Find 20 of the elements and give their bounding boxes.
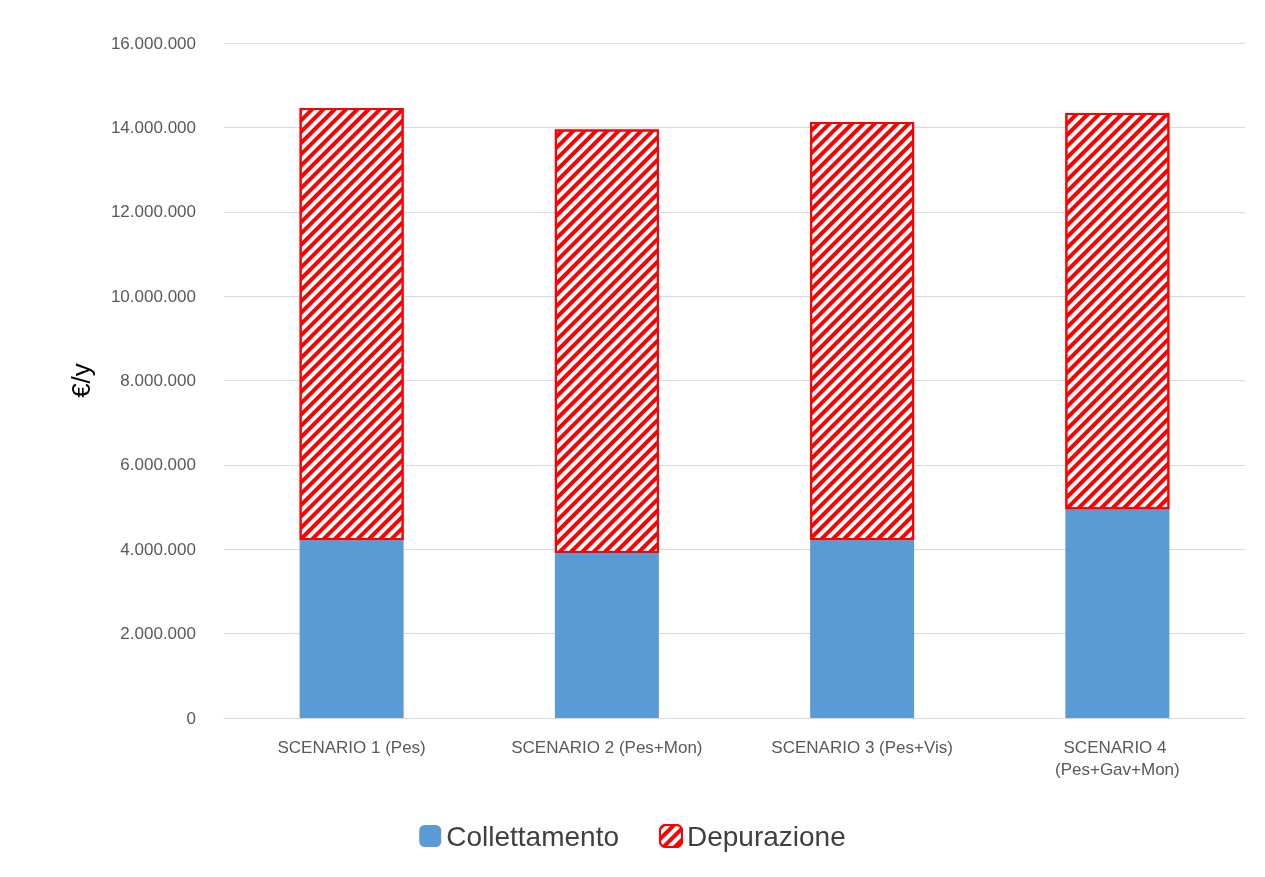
x-tick-label: SCENARIO 4 (Pes+Gav+Mon) <box>1055 737 1180 779</box>
bar <box>1065 509 1170 718</box>
x-tick-label: SCENARIO 2 (Pes+Mon) <box>511 737 703 757</box>
bar <box>810 539 915 718</box>
y-tick-label: 14.000.000 <box>110 117 196 137</box>
bar <box>554 553 659 718</box>
y-tick-label: 0 <box>186 708 196 728</box>
legend-label: Collettamento <box>446 820 619 852</box>
y-tick-label: 8.000.000 <box>120 371 196 390</box>
legend-label: Depurazione <box>686 820 846 852</box>
y-tick-label: 6.000.000 <box>120 455 196 475</box>
y-tick-label: 10.000.000 <box>110 286 196 306</box>
y-tick-label: 2.000.000 <box>120 624 196 644</box>
bar <box>299 539 404 718</box>
x-tick-label: SCENARIO 3 (Pes+Vis) <box>771 737 953 757</box>
y-tick-label: 4.000.000 <box>120 539 196 559</box>
y-axis-title: €/y <box>66 363 96 398</box>
y-tick-label: 12.000.000 <box>110 202 196 222</box>
x-tick-label: SCENARIO 1 (Pes) <box>277 737 426 757</box>
y-tick-label: 16.000.000 <box>110 33 196 53</box>
